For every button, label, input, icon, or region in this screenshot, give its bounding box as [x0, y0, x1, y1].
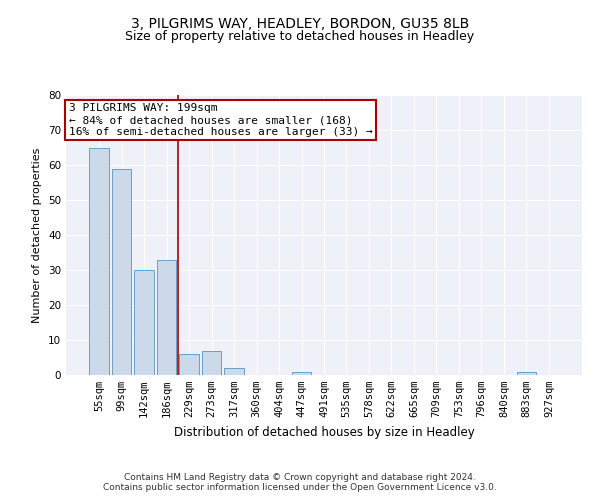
- Bar: [517, 372, 536, 375]
- Bar: [134, 270, 154, 375]
- Bar: [89, 148, 109, 375]
- Text: Size of property relative to detached houses in Headley: Size of property relative to detached ho…: [125, 30, 475, 43]
- Bar: [179, 354, 199, 375]
- Text: 3, PILGRIMS WAY, HEADLEY, BORDON, GU35 8LB: 3, PILGRIMS WAY, HEADLEY, BORDON, GU35 8…: [131, 18, 469, 32]
- Text: 3 PILGRIMS WAY: 199sqm
← 84% of detached houses are smaller (168)
16% of semi-de: 3 PILGRIMS WAY: 199sqm ← 84% of detached…: [68, 104, 373, 136]
- Bar: [292, 372, 311, 375]
- Bar: [224, 368, 244, 375]
- Bar: [202, 350, 221, 375]
- X-axis label: Distribution of detached houses by size in Headley: Distribution of detached houses by size …: [173, 426, 475, 438]
- Y-axis label: Number of detached properties: Number of detached properties: [32, 148, 43, 322]
- Bar: [157, 260, 176, 375]
- Bar: [112, 168, 131, 375]
- Text: Contains HM Land Registry data © Crown copyright and database right 2024.
Contai: Contains HM Land Registry data © Crown c…: [103, 473, 497, 492]
